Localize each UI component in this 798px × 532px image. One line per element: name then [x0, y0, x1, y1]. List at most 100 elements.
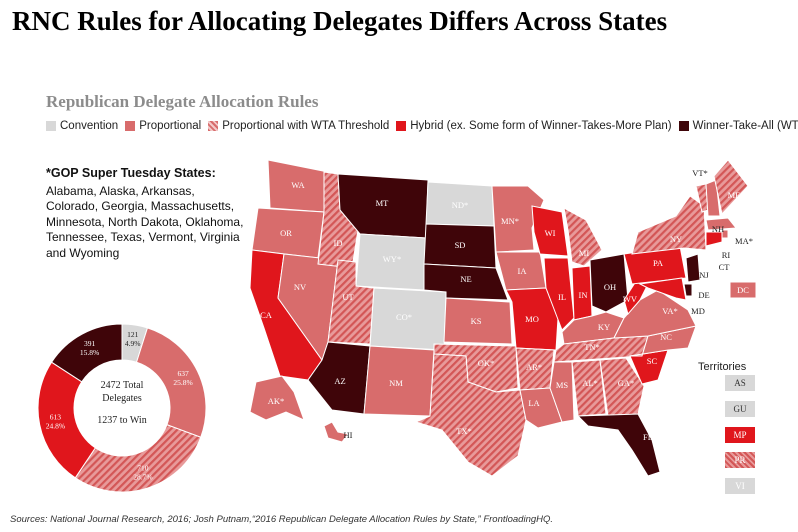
state-label: PA: [653, 258, 664, 268]
page-title: RNC Rules for Allocating Delegates Diffe…: [12, 6, 668, 36]
state-nj: [685, 253, 701, 283]
state-label: CO*: [396, 312, 412, 322]
state-label: AR*: [526, 362, 542, 372]
super-tuesday-heading: *GOP Super Tuesday States:: [46, 166, 216, 180]
territory-label: MP: [733, 430, 747, 440]
donut-value-label: 391: [84, 339, 96, 348]
state-label: WA: [291, 180, 305, 190]
state-il: [543, 257, 575, 331]
donut-percent-label: 4.9%: [125, 339, 141, 348]
state-label: KY: [598, 322, 610, 332]
donut-percent-label: 25.8%: [173, 378, 192, 387]
territory-as: AS: [725, 375, 755, 391]
us-states-map: WA OR CA NV ID MT WY* UT AZ CO* NM ND* SD NE KS OK* TX* M…: [249, 159, 757, 477]
legend-swatch: [46, 121, 56, 131]
legend-label: Winner-Take-All (WTA): [692, 120, 798, 132]
state-label: SD: [455, 240, 466, 250]
state-label: RI: [722, 250, 731, 260]
state-label: NE: [460, 274, 471, 284]
state-fl: [576, 413, 661, 477]
territory-mp: MP: [725, 427, 755, 443]
state-ct: [705, 231, 723, 247]
territory-label: VI: [735, 481, 745, 491]
state-label: MS: [556, 380, 569, 390]
donut-percent-label: 15.8%: [80, 348, 99, 357]
state-la: [519, 387, 563, 429]
donut-slice: [74, 424, 202, 493]
donut-center-to-win: 1237 to Win: [97, 415, 146, 426]
state-label: NY: [670, 234, 682, 244]
donut-value-label: 121: [127, 330, 138, 339]
donut-percent-label: 28.7%: [133, 473, 152, 482]
sources-note: Sources: National Journal Research, 2016…: [10, 514, 554, 525]
donut-value-label: 710: [137, 464, 149, 473]
state-label: UT: [342, 292, 354, 302]
state-label: AZ: [334, 376, 345, 386]
state-label: WV: [623, 294, 638, 304]
territory-vi: VI: [725, 478, 755, 494]
state-ma: [705, 217, 737, 231]
state-label: MT: [376, 198, 390, 208]
state-label: VT*: [692, 168, 708, 178]
state-label: WY*: [383, 254, 401, 264]
state-label: ID: [334, 238, 343, 248]
legend-swatch: [125, 121, 136, 131]
state-label: ME: [728, 190, 741, 200]
state-ms: [549, 361, 575, 423]
state-label: LA: [528, 398, 540, 408]
donut-slice: [135, 327, 207, 438]
legend-item-proportional-wta-threshold: Proportional with WTA Threshold: [208, 120, 389, 132]
legend-label: Proportional: [139, 120, 202, 132]
territories-title: Territories: [698, 361, 747, 373]
delegate-donut-chart: 1214.9%63725.8%71028.7%61324.8%39115.8% …: [37, 323, 207, 493]
legend-swatch: [678, 121, 689, 131]
territory-label: AS: [734, 378, 746, 388]
donut-center-delegates: Delegates: [102, 393, 142, 404]
legend-item-proportional: Proportional: [125, 120, 201, 132]
state-md: [638, 277, 687, 301]
state-label: MD: [691, 306, 705, 316]
legend-label: Convention: [60, 120, 119, 132]
state-label: IA: [518, 266, 528, 276]
state-ks: [443, 297, 513, 345]
state-me: [713, 159, 749, 216]
state-label: NC: [660, 332, 672, 342]
state-mi: [563, 207, 603, 267]
territory-pr: PR: [725, 452, 755, 468]
state-label: HI: [344, 430, 353, 440]
legend-swatch: [396, 121, 407, 131]
state-label: DC: [737, 285, 749, 295]
state-label: MN*: [501, 216, 519, 226]
state-label: SC: [647, 356, 658, 366]
donut-slice: [37, 361, 97, 479]
state-de: [683, 283, 693, 297]
state-label: MA*: [735, 236, 753, 246]
state-label: KS: [471, 316, 482, 326]
state-al: [571, 359, 607, 417]
legend-swatch: [208, 121, 219, 131]
state-label: FL: [643, 432, 653, 442]
legend: Convention Proportional Proportional wit…: [46, 120, 798, 132]
donut-value-label: 637: [177, 369, 189, 378]
donut-center-total: 2472 Total: [101, 380, 144, 391]
territory-gu: GU: [725, 401, 755, 417]
legend-item-hybrid: Hybrid (ex. Some form of Winner-Takes-Mo…: [396, 120, 672, 132]
state-oh: [589, 253, 629, 313]
state-label: OH: [604, 282, 616, 292]
territory-label: PR: [734, 455, 746, 465]
donut-slice: [50, 323, 123, 383]
state-label: VA*: [662, 306, 677, 316]
legend-label: Proportional with WTA Threshold: [222, 120, 390, 132]
state-label: NJ: [699, 270, 709, 280]
legend-label: Hybrid (ex. Some form of Winner-Takes-Mo…: [410, 120, 672, 132]
state-label: CT: [719, 262, 731, 272]
legend-item-convention: Convention: [46, 120, 118, 132]
state-label: OR: [280, 228, 292, 238]
state-ny: [631, 195, 707, 255]
super-tuesday-note: *GOP Super Tuesday States: Alabama, Alas…: [46, 166, 246, 261]
state-va: [613, 289, 697, 339]
state-label: CA: [260, 310, 273, 320]
state-label: ND*: [452, 200, 469, 210]
state-label: NH: [712, 224, 724, 234]
state-label: IL: [558, 292, 566, 302]
